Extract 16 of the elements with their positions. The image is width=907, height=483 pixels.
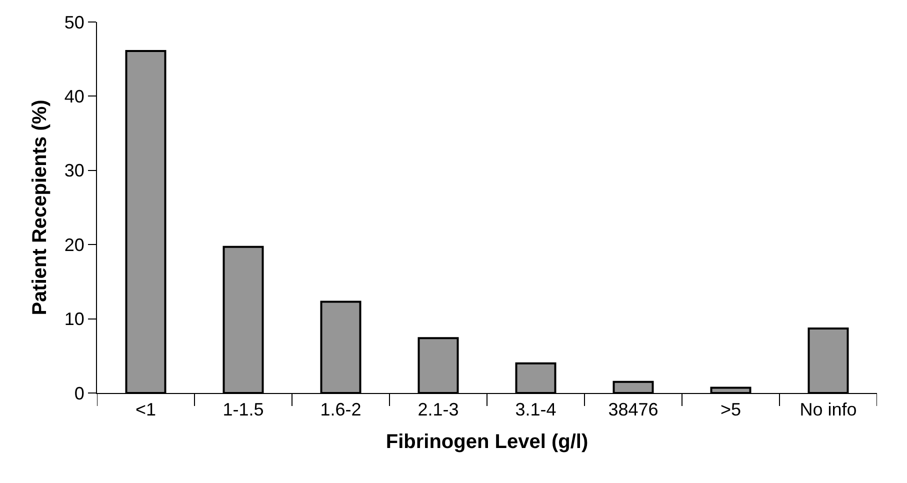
x-tick-label: >5	[720, 400, 742, 420]
y-axis-title: Patient Recepients (%)	[28, 100, 51, 316]
y-tick-label: 30	[64, 160, 84, 181]
x-axis-title: Fibrinogen Level (g/l)	[386, 431, 588, 454]
y-tick-label: 40	[64, 86, 84, 106]
x-tick-label: 38476	[608, 400, 658, 420]
y-tick-label: 20	[64, 234, 84, 255]
x-tick-label: 1.6-2	[320, 400, 362, 420]
x-tick-label: No info	[800, 400, 857, 420]
x-tick-label: 1-1.5	[222, 400, 264, 420]
x-tick-label: 2.1-3	[418, 400, 459, 420]
y-tick-label: 0	[74, 383, 84, 404]
x-tick-label: 3.1-4	[515, 400, 556, 420]
x-tick-label: <1	[135, 400, 156, 420]
y-tick-label: 50	[64, 12, 84, 32]
y-tick-label: 10	[64, 309, 84, 330]
